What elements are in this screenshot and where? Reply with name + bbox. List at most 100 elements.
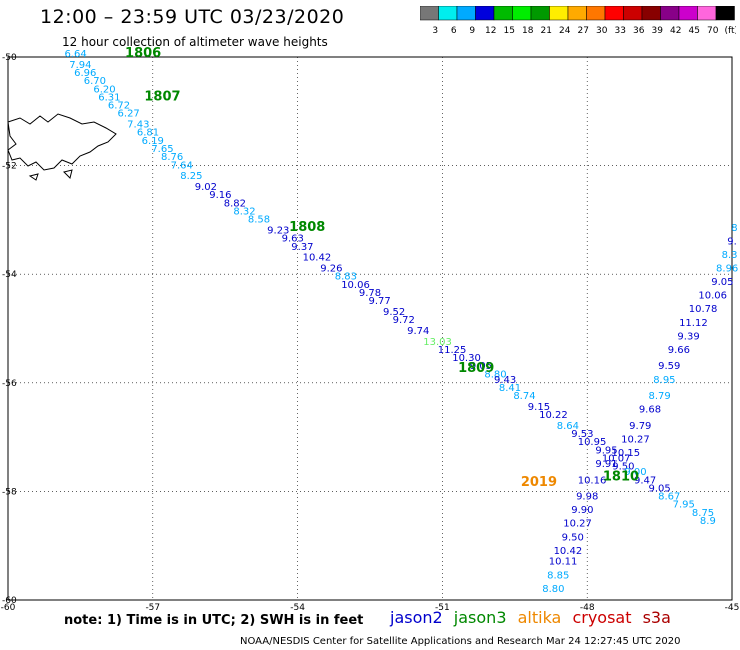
wave-height-label: 10.11 xyxy=(549,557,578,568)
wave-height-label: 7.94 xyxy=(69,60,91,71)
latitude-label: -60 xyxy=(2,596,17,606)
wave-height-label: 9.43 xyxy=(494,375,516,386)
wave-height-label: 8.58 xyxy=(248,215,270,226)
wave-height-label: 6.64 xyxy=(64,49,86,60)
pass-time-label: 1809 xyxy=(458,361,494,376)
wave-height-label: 9.53 xyxy=(571,429,593,440)
map-title: 12:00 – 23:59 UTC 03/23/2020 xyxy=(40,6,345,28)
wave-height-label: 8.41 xyxy=(499,383,521,394)
map-subtitle: 12 hour collection of altimeter wave hei… xyxy=(62,35,328,49)
wave-height-label: 10.27 xyxy=(621,435,650,446)
wave-height-label: 9.05 xyxy=(648,483,670,494)
wave-height-label: 6.70 xyxy=(84,76,106,87)
wave-height-label: 6.20 xyxy=(93,84,115,95)
latitude-label: -54 xyxy=(2,270,17,280)
wave-height-label: 10.15 xyxy=(611,448,640,459)
legend-jason2: jason2 xyxy=(390,608,443,627)
colorbar-label: 39 xyxy=(652,26,664,36)
wave-height-label: 13.03 xyxy=(423,337,452,348)
wave-height-label: 9.39 xyxy=(677,331,699,342)
colorbar-label: 33 xyxy=(615,26,626,36)
wave-height-label: 9.23 xyxy=(267,225,289,236)
colorbar-label: 70 xyxy=(707,26,719,36)
legend-s3a: s3a xyxy=(642,608,671,627)
wave-height-label: 6.81 xyxy=(137,128,159,139)
altimeter-map: -50 -52 -54 -56 -58 -60-60 -57 -54 -51 -48 -45 6.64… xyxy=(1,46,740,610)
colorbar-label: 15 xyxy=(504,26,515,36)
colorbar-label: 18 xyxy=(522,26,534,36)
wave-height-label: 9.79 xyxy=(629,421,651,432)
wave-height-label: 9.50 xyxy=(562,532,584,543)
satellite-legend: jason2 jason3 altika cryosat s3a xyxy=(390,608,677,627)
map-frame xyxy=(7,56,733,601)
wave-height-label: 9.00 xyxy=(624,467,646,478)
wave-height-label: 9.98 xyxy=(576,492,598,503)
legend-jason3: jason3 xyxy=(453,608,507,627)
wave-height-label: 10.16 xyxy=(578,475,607,486)
wave-height-label: 6.96 xyxy=(74,68,96,79)
wave-height-label: 8.3 xyxy=(722,250,738,261)
wave-height-label: 10.07 xyxy=(602,454,631,465)
wave-height-label: 10.06 xyxy=(698,291,727,302)
pass-time-label: 1806 xyxy=(125,46,161,61)
wave-height-label: 9.66 xyxy=(668,345,690,356)
wave-height-label: 7.43 xyxy=(127,120,149,131)
colorbar-label: 3 xyxy=(432,26,438,36)
wave-height-label: 9.05 xyxy=(470,361,492,372)
colorbar-label: 21 xyxy=(541,26,552,36)
pass-time-label: 2019 xyxy=(521,475,557,490)
wave-height-label: 9.90 xyxy=(571,505,593,516)
wave-height-label: 8.25 xyxy=(180,171,202,182)
wave-height-label: 9.91 xyxy=(595,459,617,470)
wave-height-label: 9.15 xyxy=(528,402,550,413)
wave-height-label: 8.9 xyxy=(700,516,716,527)
footer-credit: NOAA/NESDIS Center for Satellite Applica… xyxy=(240,636,681,647)
colorbar-label: 9 xyxy=(469,26,475,36)
wave-height-label: 9.59 xyxy=(658,361,680,372)
latitude-label: -50 xyxy=(2,53,17,63)
longitude-label: -60 xyxy=(1,603,16,610)
pass-time-label: 1808 xyxy=(289,220,325,235)
wave-height-label: 8.82 xyxy=(224,198,246,209)
wave-height-label: 9.72 xyxy=(393,315,415,326)
wave-height-label: 8.85 xyxy=(547,570,569,581)
wave-height-label: 9.50 xyxy=(612,462,634,473)
wave-height-label: 6.72 xyxy=(108,101,130,112)
wave-height-label: 8.95 xyxy=(653,375,675,386)
legend-altika: altika xyxy=(517,608,562,627)
longitude-label: -48 xyxy=(580,603,595,610)
wave-height-label: 6.27 xyxy=(118,109,140,120)
wave-height-label: 8.80 xyxy=(542,584,564,595)
legend-cryosat: cryosat xyxy=(572,608,632,627)
wave-height-label: 9.47 xyxy=(634,475,656,486)
wave-height-label: 8.32 xyxy=(233,206,255,217)
wave-height-label: 10.22 xyxy=(539,410,568,421)
map-note: note: 1) Time is in UTC; 2) SWH is in fe… xyxy=(64,613,364,628)
colorbar-label: 36 xyxy=(633,26,645,36)
wave-height-label: 9.63 xyxy=(282,234,304,245)
wave-height-label: 9.95 xyxy=(595,445,617,456)
wave-height-label: 8.75 xyxy=(692,508,714,519)
wave-height-label: 8.80 xyxy=(484,369,506,380)
pass-time-label: 1807 xyxy=(144,89,180,104)
longitude-label: -57 xyxy=(145,603,160,610)
colorbar-label: 6 xyxy=(451,26,457,36)
latitude-label: -58 xyxy=(2,487,17,497)
wave-height-label: 9.37 xyxy=(291,242,313,253)
wave-height-label: 9.52 xyxy=(383,307,405,318)
wave-height-label: 10.95 xyxy=(578,437,607,448)
wave-height-label: 9.74 xyxy=(407,326,429,337)
wave-height-label: 9.78 xyxy=(359,288,381,299)
wave-height-label: 8.67 xyxy=(658,492,680,503)
wave-height-label: 7.64 xyxy=(171,160,193,171)
wave-height-label: 8.76 xyxy=(161,152,183,163)
colorbar-label: 27 xyxy=(578,26,589,36)
falkland-islands-coastline xyxy=(7,113,117,181)
wave-height-label: 8.96 xyxy=(716,263,738,274)
colorbar-label: 42 xyxy=(670,26,681,36)
wave-height-label: 6.19 xyxy=(142,136,164,147)
colorbar-label: 30 xyxy=(596,26,608,36)
wave-height-label: 9.26 xyxy=(320,263,342,274)
longitude-label: -54 xyxy=(290,603,305,610)
